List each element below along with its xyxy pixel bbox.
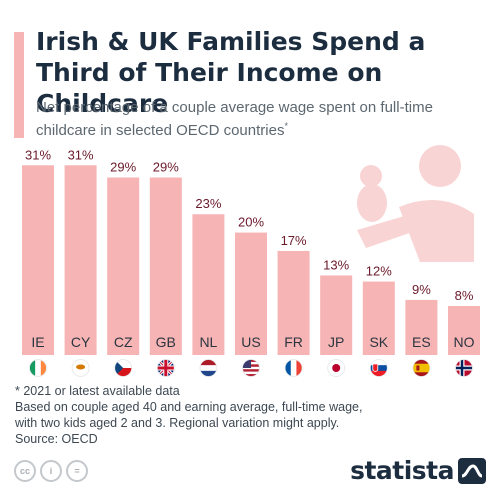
slovakia-flag-icon: [369, 359, 388, 377]
bar-chart: 31% IE 31% CY 29% CZ 29% GB 23% NL 20% US 17% FR 13% JP…: [22, 145, 480, 377]
bar-gb: [149, 177, 182, 355]
methodology-line-2: with two kids aged 2 and 3. Regional var…: [15, 416, 340, 430]
creative-commons-icon[interactable]: cc: [14, 460, 36, 482]
category-label-ie: IE: [31, 334, 44, 350]
chart-subtitle: Net percentage of a couple average wage …: [36, 98, 476, 140]
bar-no: [448, 306, 480, 355]
child-head: [360, 165, 382, 187]
cyprus-flag-icon: [71, 359, 90, 377]
category-label-no: NO: [454, 334, 475, 350]
value-label-gb: 29%: [153, 160, 179, 175]
bar-es: [405, 299, 438, 355]
attribution-icon[interactable]: i: [40, 460, 62, 482]
category-label-gb: GB: [156, 334, 176, 350]
parent-child-illustration: [357, 145, 474, 262]
bar-nl: [192, 214, 225, 355]
license-icons: cc i =: [14, 460, 88, 482]
value-label-jp: 13%: [323, 257, 349, 272]
value-label-ie: 31%: [25, 147, 51, 162]
chart-notes: * 2021 or latest available data Based on…: [15, 383, 485, 447]
value-label-us: 20%: [238, 215, 264, 230]
value-label-cy: 31%: [68, 147, 94, 162]
statista-wave-icon: [458, 457, 486, 484]
bar-us: [235, 232, 267, 355]
category-label-sk: SK: [369, 334, 388, 350]
ireland-flag-icon: [29, 359, 47, 377]
value-label-sk: 12%: [366, 264, 392, 279]
czechia-flag-icon: [114, 359, 133, 377]
bar-cz: [107, 177, 140, 355]
methodology-line-1: Based on couple aged 40 and earning aver…: [15, 400, 363, 414]
category-label-fr: FR: [284, 334, 303, 350]
bar-sk: [362, 281, 395, 355]
norway-flag-icon: [455, 359, 473, 377]
value-label-nl: 23%: [195, 196, 221, 211]
footnote-text: * 2021 or latest available data: [15, 384, 180, 398]
spain-flag-icon: [412, 359, 431, 377]
japan-flag-icon: [327, 359, 346, 377]
category-label-nl: NL: [199, 334, 217, 350]
statista-logo[interactable]: statista: [350, 456, 486, 485]
value-label-cz: 29%: [110, 160, 136, 175]
parent-head: [419, 145, 461, 187]
category-label-jp: JP: [328, 334, 344, 350]
value-label-fr: 17%: [281, 233, 307, 248]
netherlands-flag-icon: [199, 359, 218, 377]
value-label-no: 8%: [455, 288, 474, 303]
subtitle-text: Net percentage of a couple average wage …: [36, 99, 433, 139]
category-label-es: ES: [412, 334, 431, 350]
child-body: [357, 184, 387, 222]
bars-layer: 31% IE 31% CY 29% CZ 29% GB 23% NL 20% US 17% FR 13% JP…: [22, 147, 480, 377]
bar-fr: [277, 250, 310, 355]
france-flag-icon: [284, 359, 303, 377]
category-label-us: US: [241, 334, 260, 350]
no-derivatives-icon[interactable]: =: [66, 460, 88, 482]
usa-flag-icon: [242, 359, 260, 377]
chart-title: Irish & UK Families Spend a Third of The…: [36, 27, 426, 118]
source-text: Source: OECD: [15, 432, 98, 446]
bar-jp: [320, 275, 353, 355]
uk-flag-icon: [156, 359, 175, 377]
subtitle-footnote-mark: *: [284, 121, 288, 131]
value-label-es: 9%: [412, 282, 431, 297]
category-label-cy: CY: [71, 334, 91, 350]
bar-cy: [64, 165, 97, 355]
parent-arm: [357, 212, 424, 248]
logo-text: statista: [350, 456, 454, 485]
title-accent-bar: [14, 32, 24, 138]
bar-ie: [22, 165, 54, 355]
category-label-cz: CZ: [114, 334, 133, 350]
